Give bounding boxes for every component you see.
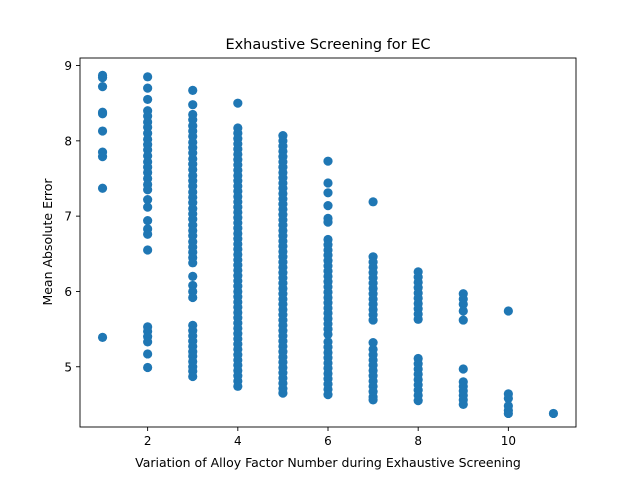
data-point <box>503 306 513 316</box>
data-point <box>143 216 153 226</box>
data-point <box>188 100 198 110</box>
data-point <box>97 82 108 92</box>
data-point <box>143 349 153 359</box>
data-point <box>323 156 333 166</box>
data-point <box>323 178 333 188</box>
data-point <box>188 371 198 382</box>
y-tick-label: 8 <box>64 134 72 148</box>
data-point <box>413 314 423 324</box>
data-point <box>368 315 378 325</box>
data-point <box>188 258 198 268</box>
data-point <box>278 388 288 398</box>
data-points <box>97 70 559 419</box>
data-point <box>233 98 243 108</box>
data-point <box>97 183 108 193</box>
data-point <box>143 362 153 373</box>
x-tick-label: 10 <box>501 434 516 448</box>
x-tick-label: 6 <box>324 434 332 448</box>
data-point <box>143 185 153 195</box>
data-point <box>97 126 108 136</box>
data-point <box>97 332 108 342</box>
y-tick-label: 7 <box>64 210 72 224</box>
data-point <box>323 188 333 198</box>
plot-area-frame <box>79 57 577 428</box>
y-tick-label: 6 <box>64 285 72 299</box>
x-tick-label: 4 <box>234 434 242 448</box>
data-point <box>458 364 468 374</box>
data-point <box>143 83 153 93</box>
y-tick-label: 9 <box>64 59 72 73</box>
data-point <box>97 72 108 83</box>
data-point <box>143 194 153 205</box>
data-point <box>323 217 333 227</box>
data-point <box>188 85 198 95</box>
x-axis-ticks: 2 4 6 8 10 <box>144 427 516 448</box>
data-point <box>368 338 378 348</box>
data-point <box>143 72 153 82</box>
data-point <box>323 201 333 211</box>
data-point <box>503 393 513 403</box>
data-point <box>188 292 198 303</box>
y-tick-label: 5 <box>64 360 72 374</box>
data-point <box>458 299 468 309</box>
data-point <box>458 306 468 316</box>
data-point <box>503 408 513 419</box>
data-point <box>188 271 198 281</box>
data-point <box>323 390 333 400</box>
y-axis-ticks: 5 6 7 8 9 <box>64 59 80 374</box>
chart-title: Exhaustive Screening for EC <box>225 37 430 53</box>
data-point <box>548 408 559 419</box>
data-point <box>323 329 333 339</box>
x-tick-label: 2 <box>144 434 152 448</box>
y-axis-label: Mean Absolute Error <box>40 178 55 306</box>
data-point <box>97 109 108 119</box>
data-point <box>368 197 378 207</box>
data-point <box>233 381 243 391</box>
data-point <box>458 315 468 325</box>
data-point <box>143 94 153 105</box>
data-point <box>368 395 378 405</box>
data-point <box>458 399 468 410</box>
data-point <box>143 337 153 347</box>
data-point <box>97 152 108 162</box>
x-axis-label: Variation of Alloy Factor Number during … <box>135 455 521 470</box>
data-point <box>143 202 153 212</box>
data-point <box>413 396 423 406</box>
data-point <box>143 245 153 255</box>
data-point <box>143 229 153 239</box>
x-tick-label: 8 <box>414 434 422 448</box>
